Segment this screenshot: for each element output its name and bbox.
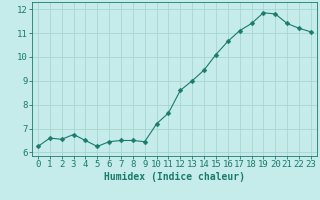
X-axis label: Humidex (Indice chaleur): Humidex (Indice chaleur) <box>104 172 245 182</box>
